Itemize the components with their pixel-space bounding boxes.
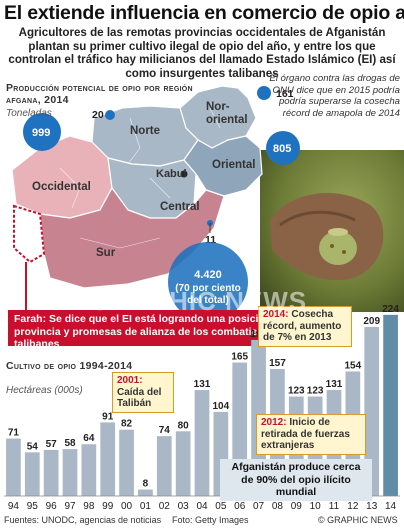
farah-province — [13, 204, 46, 264]
bar-value-05: 104 — [213, 401, 230, 412]
x-tick-95: 95 — [27, 501, 39, 512]
x-tick-98: 98 — [83, 501, 95, 512]
map-region-oriental — [183, 135, 263, 197]
bubble-oriental — [266, 131, 300, 165]
value-occidental: 999 — [32, 127, 50, 139]
value-sur-note-2: del total) — [187, 295, 229, 306]
bar-96 — [43, 449, 59, 496]
bar-value-00: 82 — [121, 419, 133, 430]
region-label-oriental: Oriental — [212, 159, 255, 171]
region-label-noreste-2: oriental — [206, 114, 248, 126]
region-label-central: Central — [160, 201, 200, 213]
bar-value-08: 157 — [269, 358, 286, 369]
bar-value-14: 224 — [382, 304, 399, 315]
chart-unit: Hectáreas (000s) — [6, 385, 83, 396]
bar-01 — [138, 489, 153, 496]
x-tick-11: 11 — [329, 501, 340, 512]
bar-04 — [194, 390, 210, 496]
unodc-note: El órgano contra las drogas de ONU dice … — [269, 73, 400, 119]
bar-value-94: 71 — [8, 428, 20, 439]
x-tick-10: 10 — [310, 501, 322, 512]
region-label-noreste: Nor- — [206, 101, 230, 113]
value-sur: 4.420 — [194, 269, 222, 281]
bubble-norte — [105, 110, 115, 120]
bar-value-10: 123 — [307, 386, 324, 397]
region-label-occidental: Occidental — [32, 181, 91, 193]
bar-value-96: 57 — [46, 439, 58, 450]
bar-value-13: 209 — [363, 316, 380, 327]
region-label-sur: Sur — [96, 247, 116, 259]
value-norte: 20 — [92, 109, 104, 121]
bar-value-03: 80 — [178, 420, 190, 431]
x-tick-14: 14 — [385, 501, 397, 512]
annotation-2001: 2001: Caída del Talibán — [112, 372, 174, 413]
bar-02 — [156, 436, 172, 496]
bar-94 — [6, 438, 21, 496]
poppy-photo — [260, 150, 404, 312]
x-tick-99: 99 — [102, 501, 114, 512]
summary-note: Afganistán produce cerca de 90% del opio… — [220, 459, 372, 501]
x-tick-00: 00 — [121, 501, 133, 512]
annotation-2014: 2014: Cosecha récord, aumento de 7% en 2… — [258, 306, 352, 347]
x-tick-03: 03 — [178, 501, 190, 512]
footer-photo-credit: Foto: Getty Images — [172, 515, 249, 525]
bar-value-04: 131 — [194, 379, 211, 390]
value-sur-note-1: (70 por ciento — [175, 283, 241, 294]
bar-value-11: 131 — [326, 379, 343, 390]
x-tick-94: 94 — [8, 501, 20, 512]
bar-95 — [24, 452, 40, 496]
bar-value-06: 165 — [231, 352, 248, 363]
x-tick-13: 13 — [366, 501, 378, 512]
bar-value-97: 58 — [64, 438, 76, 449]
x-tick-06: 06 — [234, 501, 246, 512]
x-tick-01: 01 — [140, 501, 152, 512]
bar-value-99: 91 — [102, 411, 114, 422]
bar-value-02: 74 — [159, 425, 171, 436]
x-tick-02: 02 — [159, 501, 171, 512]
map-region-occidental — [11, 135, 113, 219]
intro-text: Agricultores de las remotas provincias o… — [8, 26, 396, 80]
kabul-marker — [180, 170, 188, 178]
bar-value-01: 8 — [143, 479, 149, 490]
map-unit: Toneladas — [6, 108, 52, 119]
map-title: Producción potencial de opio por región … — [6, 82, 193, 106]
bar-value-95: 54 — [27, 441, 39, 452]
x-tick-12: 12 — [347, 501, 359, 512]
headline: El extiende influencia en comercio de op… — [4, 2, 404, 24]
bubble-sur: 4.420 (70 por ciento del total) — [168, 242, 248, 322]
footer-brand: © GRAPHIC NEWS — [318, 515, 398, 525]
x-tick-08: 08 — [272, 501, 284, 512]
chart-title: Cultivo de opio 1994-2014 — [6, 360, 133, 372]
value-oriental: 805 — [273, 143, 291, 155]
x-tick-96: 96 — [46, 501, 58, 512]
annotation-2012: 2012: Inicio de retirada de fuerzas extr… — [256, 414, 366, 455]
bar-value-12: 154 — [345, 360, 362, 371]
capital-label: Kabul — [156, 168, 187, 180]
footer-sources: Fuentes: UNODC, agencias de noticias — [4, 515, 162, 525]
bubble-noreste — [257, 86, 271, 100]
x-tick-97: 97 — [64, 501, 76, 512]
value-central: 11 — [205, 234, 216, 246]
x-tick-05: 05 — [215, 501, 227, 512]
bar-03 — [175, 431, 191, 496]
region-label-norte: Norte — [130, 125, 160, 137]
bar-value-09: 123 — [288, 386, 305, 397]
value-noreste: 161 — [276, 88, 294, 100]
x-tick-04: 04 — [196, 501, 208, 512]
watermark: GRAPHIC NEWS — [90, 286, 308, 316]
x-tick-07: 07 — [253, 501, 265, 512]
bar-14 — [383, 314, 398, 496]
bubble-occidental — [23, 113, 61, 151]
bar-value-98: 64 — [83, 433, 95, 444]
bar-00 — [119, 429, 134, 496]
bar-98 — [81, 444, 97, 496]
bar-13 — [364, 326, 380, 496]
bar-97 — [62, 449, 78, 496]
x-tick-09: 09 — [291, 501, 303, 512]
bar-99 — [100, 422, 116, 496]
